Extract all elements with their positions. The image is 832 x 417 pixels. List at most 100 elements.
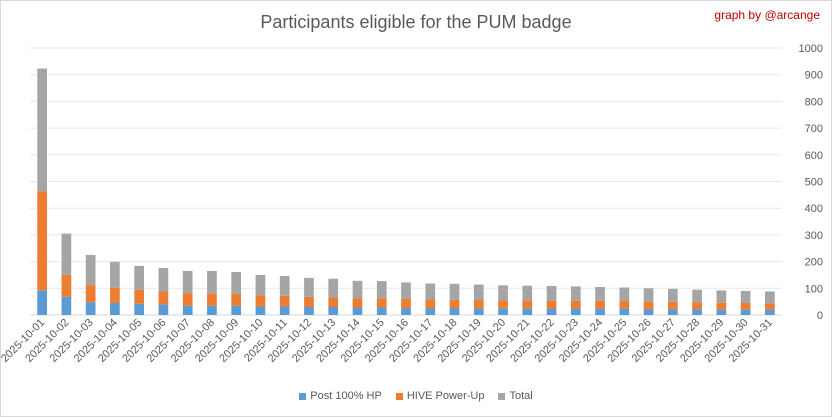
bar-segment-total	[449, 283, 460, 300]
bar-segment-total	[570, 286, 581, 301]
y-tick-label: 0	[817, 310, 823, 322]
bar-segment-hive-power-up	[37, 191, 47, 291]
bar-segment-total	[207, 270, 217, 294]
y-tick-labels: 0 100 200 300 400 500 600 700 800 900 1000	[799, 43, 823, 322]
bar-segment-total	[134, 265, 145, 290]
bar-segment-hive-power-up	[595, 300, 605, 309]
bar-segment-total	[37, 68, 47, 192]
bar-segment-hive-power-up	[279, 295, 290, 307]
bar-segment-hive-power-up	[740, 302, 751, 310]
bar-segment-post-100-hp	[61, 296, 72, 315]
bar-segment-total	[765, 291, 775, 304]
y-tick-label: 200	[805, 257, 823, 269]
bar-segment-post-100-hp	[231, 305, 242, 315]
bar-segment-hive-power-up	[643, 301, 654, 310]
bar-segment-post-100-hp	[765, 309, 775, 315]
bar-segment-post-100-hp	[279, 306, 290, 315]
legend: Post 100% HP HIVE Power-Up Total	[0, 390, 832, 402]
y-tick-label: 900	[805, 70, 823, 82]
bar-segment-total	[716, 290, 727, 303]
bar-segment-hive-power-up	[85, 285, 96, 303]
bar-segment-total	[158, 268, 169, 292]
bar-segment-post-100-hp	[401, 308, 411, 315]
bar-segment-hive-power-up	[158, 291, 169, 305]
bar-segment-total	[61, 233, 72, 275]
bar-segment-hive-power-up	[449, 299, 460, 309]
bar-segment-total	[425, 283, 436, 300]
legend-item-post-100-hp: Post 100% HP	[299, 390, 382, 402]
bar-segment-hive-power-up	[134, 289, 145, 304]
bar-segment-post-100-hp	[570, 308, 581, 315]
y-tick-label: 300	[805, 230, 823, 242]
bar-segment-post-100-hp	[352, 307, 363, 315]
bar-segment-post-100-hp	[255, 306, 266, 315]
bar-segment-post-100-hp	[182, 305, 193, 315]
bar-segment-post-100-hp	[304, 306, 314, 315]
bar-segment-post-100-hp	[595, 308, 605, 315]
bar-segment-total	[522, 285, 533, 301]
bar-segment-total	[692, 289, 702, 303]
bar-segment-post-100-hp	[425, 308, 436, 315]
bar-segment-hive-power-up	[667, 301, 678, 310]
bar-segment-total	[401, 282, 411, 299]
bar-segment-total	[182, 270, 193, 294]
bar-segment-hive-power-up	[352, 298, 363, 308]
bar-segment-total	[376, 281, 387, 299]
bar-segment-total	[667, 288, 678, 302]
legend-swatch-total	[498, 392, 506, 400]
bar-segment-post-100-hp	[207, 305, 217, 315]
bar-segment-hive-power-up	[376, 298, 387, 308]
bar-segment-post-100-hp	[328, 306, 339, 315]
bar-segment-total	[231, 272, 242, 294]
bar-segment-post-100-hp	[110, 302, 120, 315]
bar-segment-post-100-hp	[158, 304, 169, 315]
legend-label-post-100-hp: Post 100% HP	[310, 390, 382, 402]
y-tick-label: 600	[805, 150, 823, 162]
bar-segment-total	[473, 284, 484, 301]
bar-segment-hive-power-up	[522, 300, 533, 309]
legend-label-hive-power-up: HIVE Power-Up	[406, 390, 485, 402]
bar-segment-hive-power-up	[425, 299, 436, 309]
bar-segment-post-100-hp	[449, 308, 460, 315]
y-tick-label: 100	[805, 283, 823, 295]
legend-swatch-post-100-hp	[299, 392, 307, 400]
bar-segment-hive-power-up	[182, 293, 193, 306]
bar-segment-post-100-hp	[85, 302, 96, 315]
bars	[37, 68, 775, 315]
credit-label: graph by @arcange	[714, 8, 820, 22]
bar-segment-post-100-hp	[546, 308, 557, 315]
bar-segment-total	[595, 286, 605, 301]
bar-segment-hive-power-up	[61, 274, 72, 297]
legend-item-hive-power-up: HIVE Power-Up	[395, 390, 485, 402]
y-tick-label: 800	[805, 96, 823, 108]
bar-segment-hive-power-up	[328, 297, 339, 307]
bar-segment-hive-power-up	[473, 300, 484, 309]
bar-segment-hive-power-up	[231, 293, 242, 306]
x-tick-labels: 2025-10-012025-10-022025-10-032025-10-04…	[0, 317, 775, 365]
legend-label-total: Total	[509, 390, 533, 402]
bar-segment-post-100-hp	[498, 308, 508, 315]
bar-segment-total	[304, 277, 314, 297]
bar-segment-hive-power-up	[546, 300, 557, 309]
bar-segment-total	[498, 285, 508, 301]
bar-segment-post-100-hp	[692, 309, 702, 315]
bar-segment-hive-power-up	[304, 296, 314, 307]
bar-segment-total	[546, 285, 557, 301]
bar-segment-total	[352, 280, 363, 299]
bar-segment-post-100-hp	[740, 309, 751, 315]
bar-segment-total	[85, 254, 96, 286]
y-tick-label: 700	[805, 123, 823, 135]
bar-segment-post-100-hp	[522, 308, 533, 315]
bar-segment-post-100-hp	[667, 309, 678, 315]
bar-segment-hive-power-up	[498, 300, 508, 309]
chart-title: Participants eligible for the PUM badge	[260, 12, 572, 32]
bar-segment-hive-power-up	[110, 287, 120, 303]
bar-segment-hive-power-up	[570, 300, 581, 309]
bar-segment-total	[643, 288, 654, 302]
bar-segment-hive-power-up	[619, 301, 630, 309]
bar-segment-total	[279, 276, 290, 296]
bar-segment-post-100-hp	[37, 290, 47, 315]
gridlines	[30, 47, 782, 316]
y-tick-label: 500	[805, 177, 823, 189]
